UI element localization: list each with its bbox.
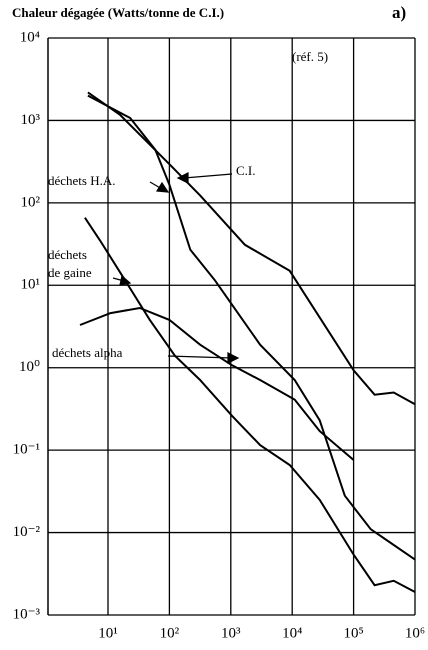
series-line: [87, 94, 416, 561]
series-label: déchets alpha: [52, 345, 123, 360]
x-tick-label: 10³: [221, 625, 241, 641]
y-tick-label: 10⁰: [19, 359, 40, 375]
y-tick-label: 10¹: [21, 277, 41, 293]
x-tick-label: 10¹: [98, 625, 118, 641]
x-tick-label: 10²: [160, 625, 180, 641]
y-tick-label: 10⁴: [20, 29, 40, 45]
series-line: [87, 91, 416, 406]
y-tick-label: 10⁻¹: [13, 442, 40, 458]
x-tick-label: 10⁵: [343, 625, 363, 641]
annotation: (réf. 5): [292, 49, 328, 64]
series-line: [84, 217, 416, 593]
series-line: [79, 306, 355, 461]
x-tick-label: 10⁶: [405, 625, 425, 641]
panel-label: a): [392, 3, 406, 22]
x-tick-label: 10⁴: [282, 625, 302, 641]
chart-title: Chaleur dégagée (Watts/tonne de C.I.): [12, 5, 224, 20]
y-tick-label: 10⁻²: [13, 524, 41, 540]
y-tick-label: 10³: [21, 112, 41, 128]
y-tick-label: 10²: [21, 194, 41, 210]
series-label: C.I.: [236, 163, 256, 178]
y-tick-label: 10⁻³: [13, 606, 41, 622]
series-label: déchets H.A.: [48, 173, 116, 188]
series-label: déchets de gaine: [48, 247, 92, 280]
